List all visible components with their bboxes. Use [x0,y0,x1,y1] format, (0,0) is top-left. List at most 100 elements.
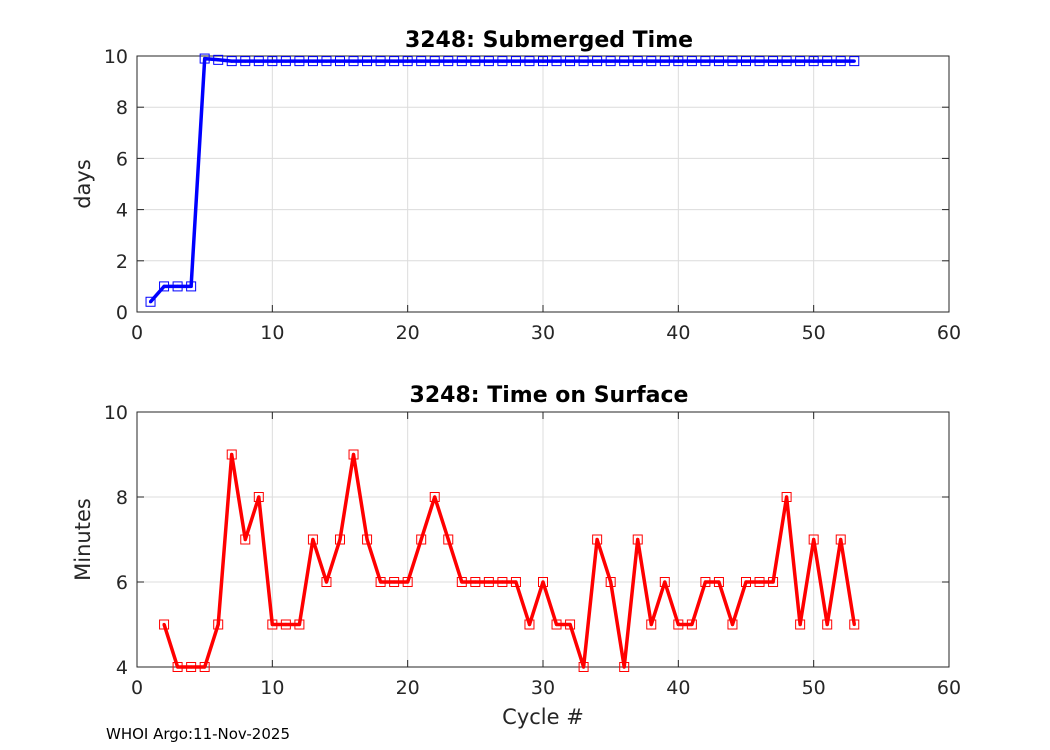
data-point-marker [226,56,237,67]
data-point-dot [460,580,464,584]
data-point-marker [700,577,711,587]
data-point-marker [348,56,359,67]
data-point-marker [768,56,779,67]
data-point-marker [849,56,860,67]
data-point-dot [636,537,640,542]
data-point-marker [240,56,251,67]
data-point-marker [389,56,400,67]
data-point-marker [294,619,305,630]
series-line [162,452,857,669]
data-point-dot [473,580,477,584]
x-tick-label: 0 [131,677,143,699]
data-point-marker [795,56,806,67]
x-tick-label: 20 [396,677,420,699]
data-point-dot [649,59,653,63]
data-point-marker [321,577,332,587]
data-point-dot [541,580,545,584]
data-point-marker [280,56,291,67]
data-point-dot [744,580,748,584]
data-point-marker [213,619,224,630]
data-point-dot [541,59,545,63]
data-point-dot [189,665,193,669]
data-point-dot [676,622,680,627]
data-point-dot [785,495,789,499]
data-point-marker [835,534,846,545]
data-point-marker [646,56,657,67]
submerged-time-panel: 0 10 20 30 40 50 60 0 2 4 6 8 10 3248: Submerged Time… [71,28,961,344]
data-point-dot [473,59,477,63]
data-point-marker [713,577,724,587]
data-point-marker [727,56,738,67]
data-point-marker [375,577,386,587]
data-point-marker [849,619,860,630]
data-point-dot [839,59,843,63]
data-point-dot [406,580,410,584]
x-tick-label: 60 [937,677,961,699]
data-point-dot [311,59,315,63]
data-point-marker [483,577,494,587]
data-point-marker [822,619,833,630]
data-point-dot [351,452,356,457]
data-point-dot [446,59,450,63]
data-point-dot [406,59,410,63]
data-point-dot [717,59,721,63]
data-point-marker [659,56,670,67]
data-point-marker [727,619,738,630]
data-point-dot [230,452,234,457]
data-point-marker [632,56,643,67]
data-point-dot [338,59,342,63]
data-point-marker [267,619,278,630]
data-point-marker [795,619,806,630]
data-point-dot [297,59,301,63]
data-point-dot [230,59,234,63]
data-point-dot [148,300,153,304]
data-point-marker [781,56,792,67]
data-point-marker [199,53,210,64]
data-point-dot [717,580,721,584]
data-point-dot [176,284,180,288]
x-tick-label: 50 [802,677,826,699]
data-point-dot [622,665,626,669]
data-point-marker [510,56,521,67]
y-tick-label: 0 [116,302,128,324]
data-point-marker [294,56,305,67]
data-point-marker [605,56,616,67]
data-point-marker [389,577,400,587]
data-point-marker [226,449,237,460]
data-point-marker [686,619,697,630]
data-point-dot [852,59,856,63]
y-tick-label: 4 [116,200,128,222]
data-point-marker [497,56,508,67]
data-point-marker [592,56,603,67]
data-point-marker [673,619,684,630]
data-point-dot [744,59,748,63]
data-point-marker [443,534,454,545]
data-point-marker [646,619,657,630]
data-point-dot [392,59,396,63]
data-point-dot [324,59,329,63]
data-point-dot [771,580,775,584]
data-point-dot [609,580,613,584]
data-point-dot [500,580,504,584]
data-point-marker [808,56,819,67]
x-tick-label: 10 [260,322,284,344]
data-point-marker [754,577,765,587]
data-point-marker [754,56,765,67]
data-point-marker [213,54,224,65]
footer-credit: WHOI Argo:11-Nov-2025 [106,725,290,743]
data-point-dot [582,665,586,669]
data-point-dot [730,59,735,63]
data-point-dot [311,537,315,542]
data-point-dot [203,665,207,669]
data-point-dot [554,59,559,63]
data-point-marker [605,577,616,587]
data-point-marker [741,56,751,67]
data-point-marker [402,577,413,587]
chart-title: 3248: Submerged Time [405,28,693,53]
data-point-marker [375,56,386,67]
data-point-marker [307,534,318,545]
data-point-dot [216,622,220,627]
data-point-marker [172,281,183,292]
data-point-dot [771,59,775,63]
y-tick-label: 10 [104,46,128,68]
